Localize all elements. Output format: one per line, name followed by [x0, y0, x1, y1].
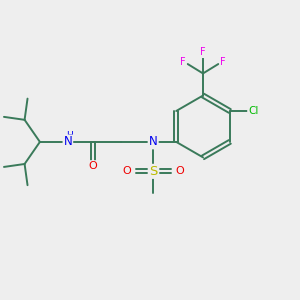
Text: F: F: [180, 57, 186, 67]
Text: Cl: Cl: [248, 106, 259, 116]
Text: O: O: [122, 166, 131, 176]
Text: H: H: [66, 131, 73, 140]
Text: N: N: [149, 135, 158, 148]
Text: O: O: [88, 161, 97, 171]
Text: S: S: [149, 165, 158, 178]
Text: F: F: [220, 57, 226, 67]
Text: O: O: [176, 166, 184, 176]
Text: F: F: [200, 47, 206, 57]
Text: N: N: [64, 135, 72, 148]
